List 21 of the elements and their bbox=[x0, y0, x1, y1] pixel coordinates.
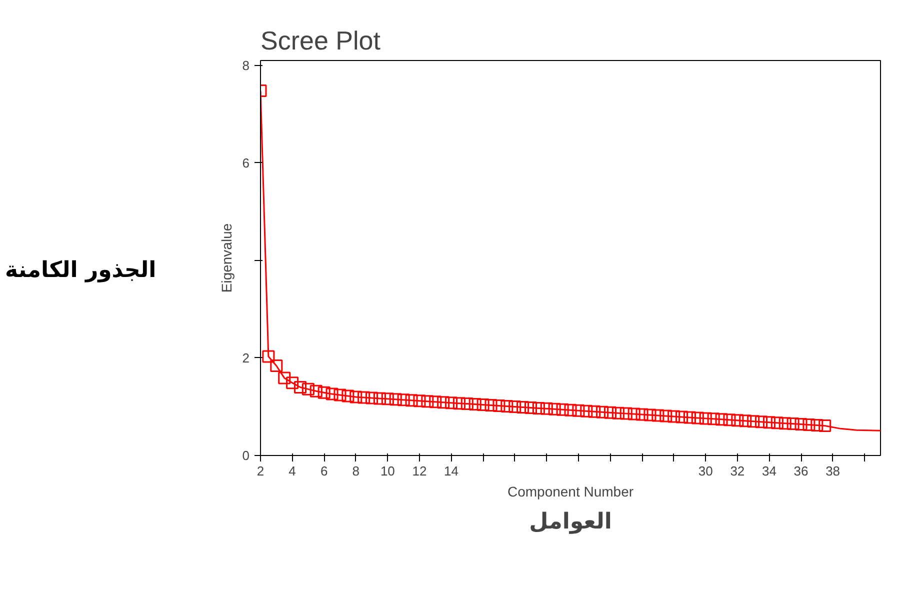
x-tick-label: 32 bbox=[730, 464, 745, 478]
x-tick-label: 12 bbox=[412, 464, 427, 478]
x-axis-title: Component Number bbox=[507, 484, 634, 500]
y-tick-label: 0 bbox=[242, 448, 250, 463]
x-tick-label: 10 bbox=[380, 464, 395, 478]
x-tick-label: 14 bbox=[444, 464, 459, 478]
x-tick-label: 30 bbox=[698, 464, 713, 478]
x-tick-label: 6 bbox=[320, 464, 328, 478]
text: العوامل bbox=[529, 510, 612, 534]
y-tick-label: 2 bbox=[242, 350, 250, 366]
y-axis-title: Eigenvalue bbox=[218, 223, 234, 293]
x-tick-label: 4 bbox=[288, 464, 296, 478]
y-tick-label: 8 bbox=[242, 58, 250, 73]
chart-title: Scree Plot bbox=[260, 26, 382, 56]
text: الجذور الكامنة bbox=[5, 257, 156, 285]
x-tick-label: 34 bbox=[762, 464, 776, 478]
x-tick-label: 8 bbox=[352, 464, 360, 478]
y-tick-label: 6 bbox=[242, 155, 250, 170]
x-tick-label: 36 bbox=[794, 464, 808, 478]
x-tick-label: 38 bbox=[826, 464, 840, 478]
x-tick-label: 2 bbox=[256, 464, 264, 478]
